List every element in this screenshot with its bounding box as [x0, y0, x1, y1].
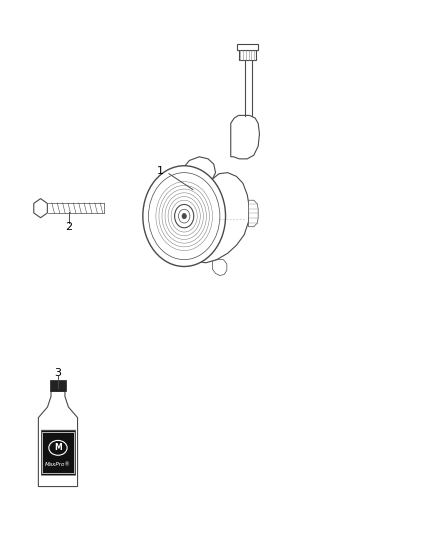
Bar — [42, 432, 74, 473]
Polygon shape — [231, 115, 259, 159]
Bar — [41, 430, 75, 475]
Bar — [50, 381, 66, 391]
Circle shape — [179, 209, 190, 223]
Text: 3: 3 — [54, 368, 61, 377]
Polygon shape — [34, 199, 47, 217]
Polygon shape — [249, 200, 258, 227]
Text: 2: 2 — [65, 222, 72, 232]
Circle shape — [143, 166, 226, 266]
Text: M: M — [54, 443, 62, 453]
Circle shape — [175, 205, 194, 228]
Ellipse shape — [49, 440, 67, 455]
Bar — [239, 50, 255, 60]
Polygon shape — [212, 260, 227, 276]
Polygon shape — [39, 391, 78, 487]
Text: MaxPro®: MaxPro® — [45, 463, 71, 467]
Text: 1: 1 — [157, 166, 164, 176]
Bar — [237, 44, 258, 50]
Circle shape — [182, 214, 186, 219]
Polygon shape — [185, 173, 250, 263]
Circle shape — [148, 173, 220, 260]
Polygon shape — [181, 157, 215, 183]
